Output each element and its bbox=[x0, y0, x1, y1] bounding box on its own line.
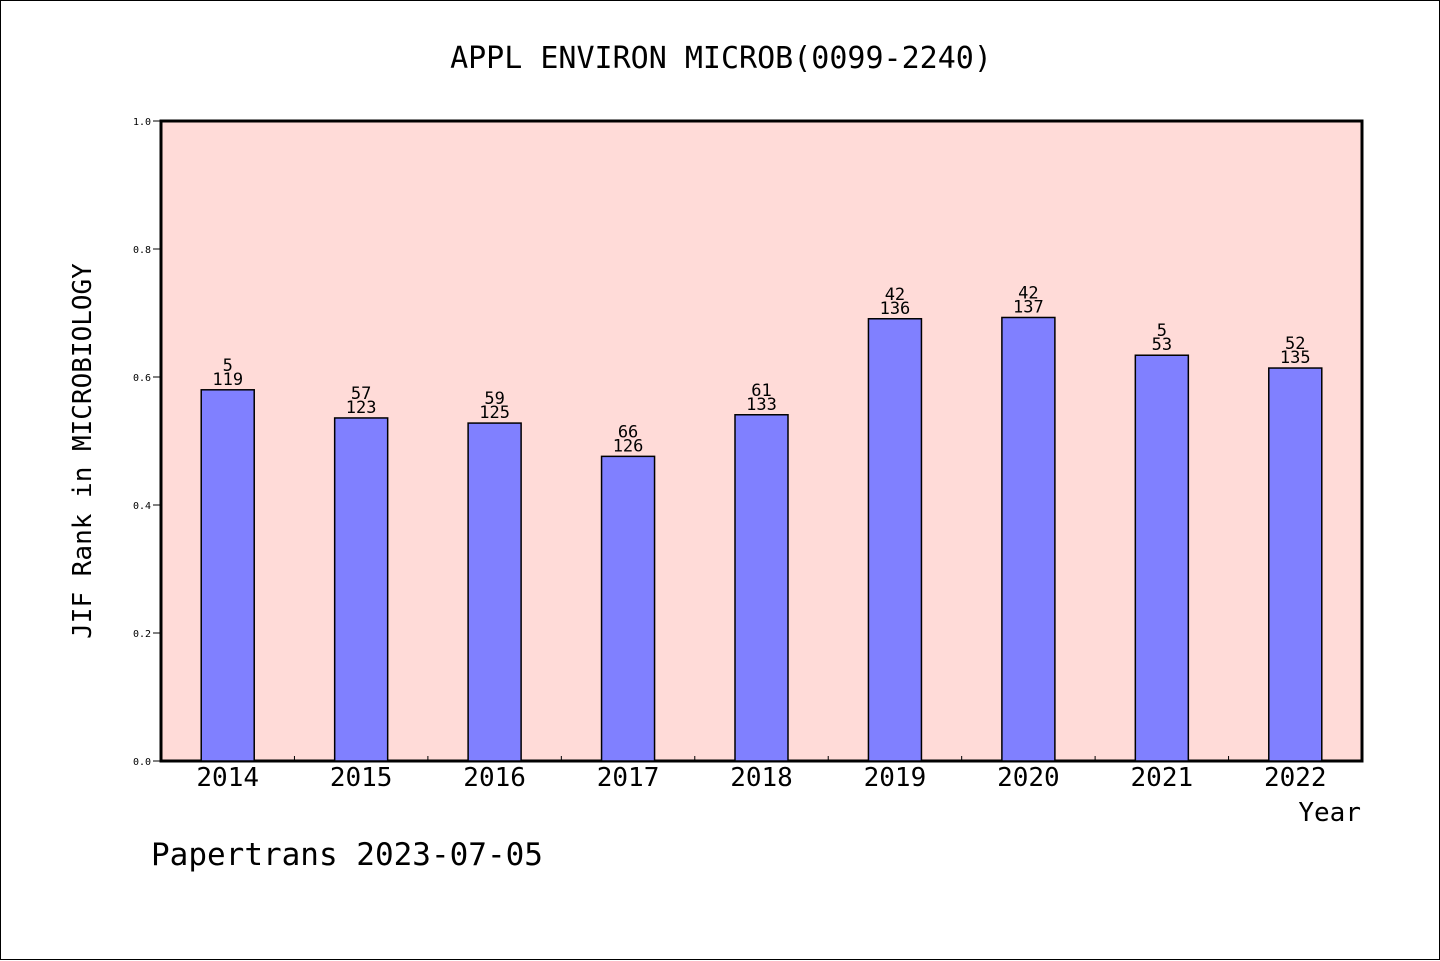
bar-2017 bbox=[600, 455, 656, 762]
y-axis-label: JIF Rank in MICROBIOLOGY bbox=[68, 263, 98, 639]
x-tick-label-2022: 2022 bbox=[1264, 763, 1327, 793]
x-tick-label-2014: 2014 bbox=[196, 763, 259, 793]
bar-2018 bbox=[734, 414, 789, 762]
bar-total-label-2017: 126 bbox=[613, 436, 644, 456]
x-tick-label-2020: 2020 bbox=[997, 763, 1060, 793]
bar-rank-label-2018: 61 bbox=[751, 381, 771, 401]
x-axis-ticks: 2014 2015 2016 2017 2018 2019 2020 2021 2022 bbox=[196, 756, 1327, 793]
bar-total-label-2020: 137 bbox=[1013, 297, 1044, 317]
y-tick-label-1.0: 1.0 bbox=[133, 117, 151, 128]
bar-rank-label-2022: 52 bbox=[1285, 334, 1305, 354]
bar-rank-label-2021: 5 bbox=[1157, 321, 1167, 341]
x-tick-label-2018: 2018 bbox=[730, 763, 793, 793]
y-tick-label-0.4: 0.4 bbox=[133, 501, 151, 512]
bar-2014 bbox=[200, 389, 255, 762]
bar-2022 bbox=[1268, 367, 1323, 762]
bar-2019 bbox=[867, 318, 923, 762]
bar-2020 bbox=[1001, 316, 1056, 762]
x-tick-label-2019: 2019 bbox=[864, 763, 927, 793]
bar-total-label-2018: 133 bbox=[746, 395, 777, 415]
bar-total-label-2019: 136 bbox=[880, 299, 911, 319]
chart-title: APPL ENVIRON MICROB(0099-2240) bbox=[450, 41, 992, 76]
bar-2016 bbox=[467, 422, 522, 762]
bar-rank-label-2016: 59 bbox=[484, 389, 504, 409]
y-tick-label-0.6: 0.6 bbox=[133, 373, 151, 384]
bar-rank-label-2017: 66 bbox=[618, 422, 638, 442]
x-axis-label: Year bbox=[1298, 798, 1361, 828]
bar-2015 bbox=[333, 417, 389, 762]
x-tick-label-2021: 2021 bbox=[1131, 763, 1194, 793]
y-tick-label-0.2: 0.2 bbox=[133, 629, 151, 640]
x-tick-label-2016: 2016 bbox=[463, 763, 526, 793]
y-tick-label-0.0: 0.0 bbox=[133, 757, 151, 768]
x-tick-label-2017: 2017 bbox=[597, 763, 660, 793]
bar-total-label-2016: 125 bbox=[479, 403, 510, 423]
bar-total-label-2021: 53 bbox=[1152, 335, 1172, 355]
x-tick-label-2015: 2015 bbox=[330, 763, 393, 793]
y-tick-label-0.8: 0.8 bbox=[133, 245, 151, 256]
bar-2021 bbox=[1134, 354, 1190, 762]
y-axis-ticks: 0.0 0.2 0.4 0.6 0.8 1.0 bbox=[133, 117, 161, 768]
bar-rank-label-2019: 42 bbox=[885, 285, 905, 305]
bar-rank-label-2014: 5 bbox=[223, 356, 233, 376]
bar-total-label-2015: 123 bbox=[346, 398, 377, 418]
bar-rank-label-2015: 57 bbox=[351, 384, 371, 404]
bar-total-label-2014: 119 bbox=[212, 370, 243, 390]
bar-total-label-2022: 135 bbox=[1280, 348, 1311, 368]
footer-credit: Papertrans 2023-07-05 bbox=[151, 837, 543, 873]
bar-rank-label-2020: 42 bbox=[1018, 283, 1038, 303]
